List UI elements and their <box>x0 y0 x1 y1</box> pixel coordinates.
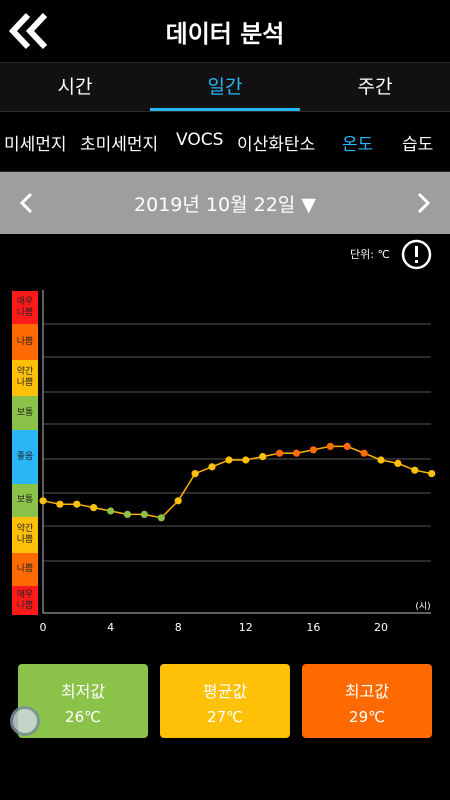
unit-label: 단위: ℃ <box>350 248 390 261</box>
avg-value-card: 평균값 27℃ <box>160 664 290 738</box>
data-point <box>90 504 98 512</box>
air-quality-level-scale: 매우 나쁨 나쁨 약간 나쁨 보통 좋음 보통 약간 나쁨 나쁨 매우 나쁨 <box>12 291 38 615</box>
x-tick-label: 20 <box>374 621 388 634</box>
data-point <box>107 507 115 515</box>
chevron-right-icon[interactable] <box>410 190 436 216</box>
data-point <box>56 500 64 508</box>
data-point <box>326 442 334 450</box>
data-point <box>225 456 233 464</box>
avg-value-label: 평균값 <box>202 682 248 701</box>
level-segment: 약간 나쁨 <box>12 517 38 553</box>
app-header: 데이터 분석 <box>0 0 450 62</box>
subtab-pm10[interactable]: 미세먼지 <box>4 135 67 155</box>
avg-value: 27℃ <box>207 708 243 726</box>
data-point <box>174 497 182 505</box>
level-segment: 나쁨 <box>12 324 38 360</box>
tab-daily[interactable]: 일간 <box>207 76 243 98</box>
chevron-left-icon[interactable] <box>14 190 40 216</box>
data-point <box>309 446 317 454</box>
data-point <box>343 442 351 450</box>
double-chevron-left-icon[interactable] <box>8 10 52 52</box>
x-axis-unit: (시) <box>415 601 430 612</box>
data-point <box>428 470 436 478</box>
level-segment: 보통 <box>12 484 38 517</box>
data-point <box>360 449 368 457</box>
level-segment: 보통 <box>12 396 38 430</box>
active-tab-indicator <box>150 108 300 111</box>
subtab-vocs[interactable]: VOCS <box>176 130 224 150</box>
data-point <box>276 449 284 457</box>
level-segment: 매우 나쁨 <box>12 291 38 324</box>
info-icon[interactable] <box>401 239 432 270</box>
subtab-co2[interactable]: 이산화탄소 <box>237 135 316 155</box>
subtab-humidity[interactable]: 습도 <box>402 135 434 155</box>
data-point <box>292 449 301 457</box>
data-point <box>208 463 216 471</box>
tab-weekly[interactable]: 주간 <box>357 76 393 98</box>
max-value: 29℃ <box>349 708 385 726</box>
data-point <box>123 510 132 518</box>
level-segment: 나쁨 <box>12 553 38 586</box>
subtab-pm25[interactable]: 초미세먼지 <box>80 135 159 155</box>
subtab-temperature[interactable]: 온도 <box>342 135 374 155</box>
x-tick-label: 16 <box>306 621 320 634</box>
data-point <box>140 510 148 518</box>
data-point <box>259 453 267 461</box>
x-tick-label: 12 <box>239 621 253 634</box>
data-point <box>394 459 402 467</box>
selected-date[interactable]: 2019년 10월 22일 ▼ <box>134 194 316 216</box>
date-selector: 2019년 10월 22일 ▼ <box>0 172 450 234</box>
data-point <box>377 456 385 464</box>
min-value: 26℃ <box>65 708 101 726</box>
floating-assistive-button[interactable] <box>10 706 40 736</box>
x-tick-label: 0 <box>40 621 47 634</box>
tab-hourly[interactable]: 시간 <box>57 76 93 98</box>
data-point <box>191 470 199 478</box>
period-tabs: 시간 일간 주간 <box>0 62 450 112</box>
max-value-card: 최고값 29℃ <box>302 664 432 738</box>
x-tick-label: 8 <box>175 621 182 634</box>
level-segment: 약간 나쁨 <box>12 360 38 396</box>
temperature-line-chart: 0 4 8 12 16 20 (시) <box>39 290 436 634</box>
data-point <box>242 456 250 464</box>
data-point <box>73 500 81 508</box>
level-segment: 매우 나쁨 <box>12 586 38 615</box>
min-value-label: 최저값 <box>60 682 106 701</box>
max-value-label: 최고값 <box>344 682 390 701</box>
data-point <box>39 497 47 505</box>
sensor-tabs: 미세먼지 초미세먼지 VOCS 이산화탄소 온도 습도 <box>0 112 450 172</box>
min-value-card: 최저값 26℃ <box>18 664 148 738</box>
data-point <box>157 514 165 522</box>
level-segment: 좋음 <box>12 430 38 484</box>
page-title: 데이터 분석 <box>165 20 285 48</box>
data-point <box>411 466 419 474</box>
temperature-series-line <box>42 445 432 519</box>
x-tick-label: 4 <box>107 621 114 634</box>
